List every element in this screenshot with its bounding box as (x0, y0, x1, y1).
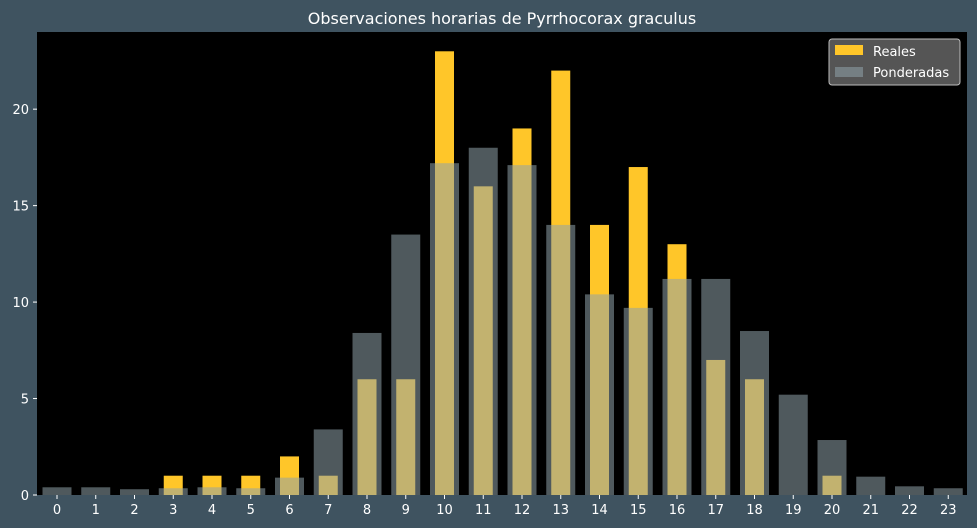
bar-ponderadas-16 (662, 278, 692, 495)
x-tick-label: 15 (630, 503, 647, 518)
bar-ponderadas-18 (740, 331, 769, 495)
bar-ponderadas-4 (197, 487, 227, 495)
x-tick-label: 4 (208, 503, 216, 518)
bar-ponderadas-22 (895, 486, 924, 495)
x-tick-label: 2 (130, 503, 138, 518)
bar-ponderadas-14 (585, 294, 614, 495)
bar-ponderadas-19 (778, 394, 808, 495)
bar-ponderadas-15 (623, 307, 653, 495)
x-tick-label: 10 (436, 503, 453, 518)
x-tick-label: 0 (53, 503, 61, 518)
series-ponderadas (42, 147, 963, 496)
x-tick-label: 11 (475, 503, 492, 518)
bar-ponderadas-17 (701, 278, 731, 495)
bar-ponderadas-21 (856, 476, 886, 495)
bar-ponderadas-5 (236, 488, 266, 495)
x-tick-label: 22 (901, 503, 918, 518)
bar-ponderadas-11 (468, 147, 498, 495)
legend-swatch-ponderadas (835, 67, 863, 77)
x-tick-label: 13 (552, 503, 569, 518)
x-tick-label: 7 (324, 503, 332, 518)
bar-ponderadas-9 (391, 234, 421, 495)
bar-ponderadas-3 (158, 488, 188, 495)
plot-area (37, 32, 967, 495)
x-tick-label: 14 (591, 503, 608, 518)
x-tick-label: 17 (707, 503, 724, 518)
legend-swatch-reales (835, 45, 863, 55)
x-tick-label: 18 (746, 503, 763, 518)
y-tick-label: 15 (12, 200, 29, 215)
y-tick-label: 10 (12, 296, 29, 311)
bar-ponderadas-12 (507, 165, 537, 496)
y-axis: 0 5 10 15 20 (12, 103, 37, 504)
x-tick-label: 1 (92, 503, 100, 518)
x-tick-label: 5 (247, 503, 255, 518)
bar-ponderadas-7 (313, 429, 343, 495)
y-tick-label: 0 (21, 489, 29, 504)
legend: Reales Ponderadas (828, 38, 961, 86)
legend-label-ponderadas: Ponderadas (873, 66, 949, 81)
bar-ponderadas-13 (546, 224, 576, 495)
x-tick-label: 20 (824, 503, 841, 518)
x-tick-label: 3 (169, 503, 177, 518)
x-tick-label: 12 (514, 503, 531, 518)
y-tick-label: 5 (21, 393, 29, 408)
x-axis: 0 1 2 3 4 5 6 7 8 9 10 11 12 13 14 15 16 17 18 19 20 21 22 23 (53, 495, 957, 518)
x-tick-label: 9 (402, 503, 410, 518)
bar-ponderadas-6 (275, 477, 304, 495)
bar-ponderadas-0 (42, 487, 72, 495)
bar-ponderadas-23 (933, 488, 963, 495)
bar-ponderadas-8 (352, 332, 382, 495)
x-tick-label: 19 (785, 503, 802, 518)
x-tick-label: 16 (669, 503, 686, 518)
y-tick-label: 20 (12, 103, 29, 118)
bar-ponderadas-20 (817, 440, 847, 495)
legend-label-reales: Reales (873, 45, 916, 60)
x-tick-label: 6 (285, 503, 293, 518)
bar-ponderadas-10 (430, 163, 459, 495)
chart-title: Observaciones horarias de Pyrrhocorax gr… (308, 9, 696, 28)
bar-ponderadas-1 (81, 487, 111, 495)
x-tick-label: 23 (940, 503, 957, 518)
x-tick-label: 8 (363, 503, 371, 518)
x-tick-label: 21 (862, 503, 879, 518)
bar-ponderadas-2 (120, 489, 149, 495)
